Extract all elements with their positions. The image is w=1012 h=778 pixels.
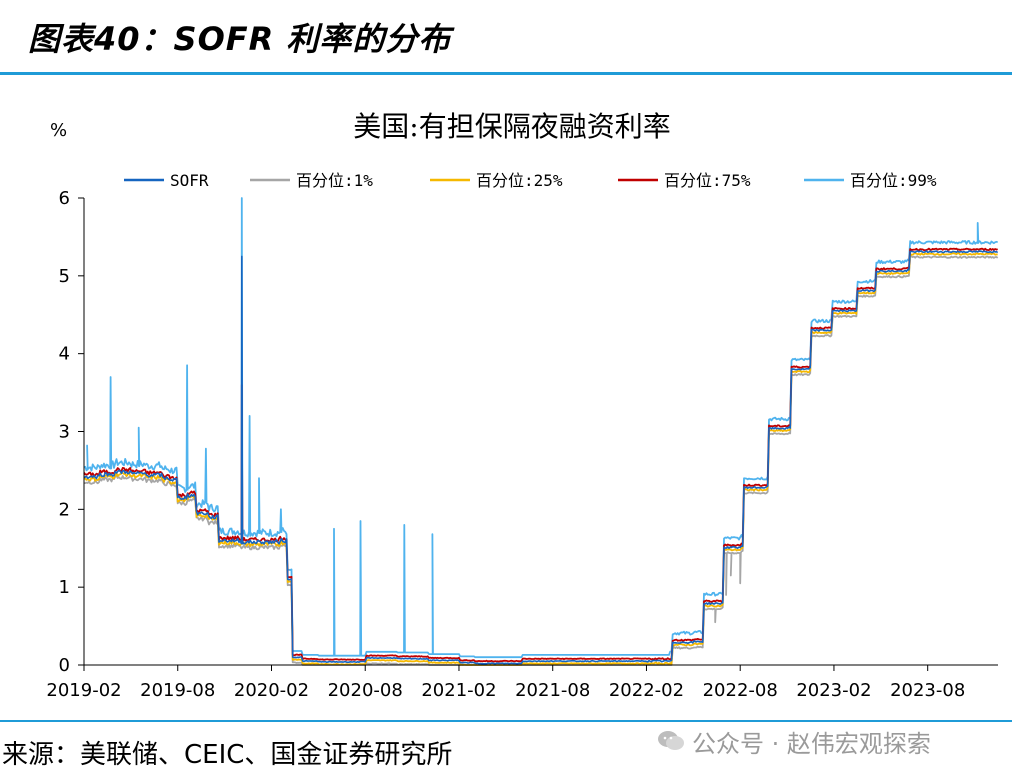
x-tick-label: 2019-08 — [140, 680, 215, 701]
legend-label-p25: 百分位:25% — [476, 171, 563, 190]
x-tick-label: 2020-08 — [328, 680, 403, 701]
y-axis-label: % — [50, 120, 67, 141]
legend-label-p99: 百分位:99% — [850, 171, 937, 190]
x-tick-label: 2023-08 — [890, 680, 965, 701]
x-tick-label: 2020-02 — [234, 680, 309, 701]
y-tick-label: 0 — [59, 655, 70, 676]
plot-area — [83, 197, 999, 666]
bottom-divider — [0, 720, 1012, 722]
x-tick-label: 2022-08 — [703, 680, 778, 701]
y-tick-label: 5 — [59, 266, 70, 287]
legend-label-p1: 百分位:1% — [296, 171, 373, 190]
y-tick-label: 6 — [59, 188, 70, 209]
x-tick-label: 2023-02 — [796, 680, 871, 701]
series-line-p1 — [84, 255, 999, 666]
series-line-p99 — [83, 197, 998, 659]
series-line-p75 — [83, 247, 998, 663]
series-line-SOFR — [83, 250, 999, 665]
x-tick-label: 2021-08 — [515, 680, 590, 701]
y-tick-label: 1 — [59, 577, 70, 598]
figure-title: 图表40：SOFR 利率的分布 — [28, 20, 452, 58]
x-tick-label: 2022-02 — [609, 680, 684, 701]
y-tick-label: 2 — [59, 499, 70, 520]
axes: 0 1 2 3 4 5 6 2019-02 2019-08 2020-02 2020-08 2021-… — [46, 188, 998, 701]
legend: SOFR 百分位:1% 百分位:25% 百分位:75% 百分位:99% — [124, 171, 937, 190]
top-divider — [0, 72, 1012, 75]
y-tick-label: 4 — [59, 344, 70, 365]
x-tick-label: 2019-02 — [46, 680, 121, 701]
legend-label-p75: 百分位:75% — [664, 171, 751, 190]
watermark-text: 公众号 · 赵伟宏观探索 — [692, 729, 931, 758]
legend-label-SOFR: SOFR — [170, 171, 209, 190]
watermark: 公众号 · 赵伟宏观探索 — [656, 726, 931, 758]
y-tick-label: 3 — [59, 422, 70, 443]
line-chart: 美国:有担保隔夜融资利率 % SOFR 百分位:1% 百分位:25% 百分位:75% 百… — [46, 110, 999, 701]
source-note: 来源：美联储、CEIC、国金证券研究所 — [2, 740, 453, 770]
wechat-icon — [658, 731, 684, 750]
x-tick-label: 2021-02 — [421, 680, 496, 701]
series-line-p25 — [83, 252, 998, 666]
chart-title: 美国:有担保隔夜融资利率 — [353, 110, 670, 143]
